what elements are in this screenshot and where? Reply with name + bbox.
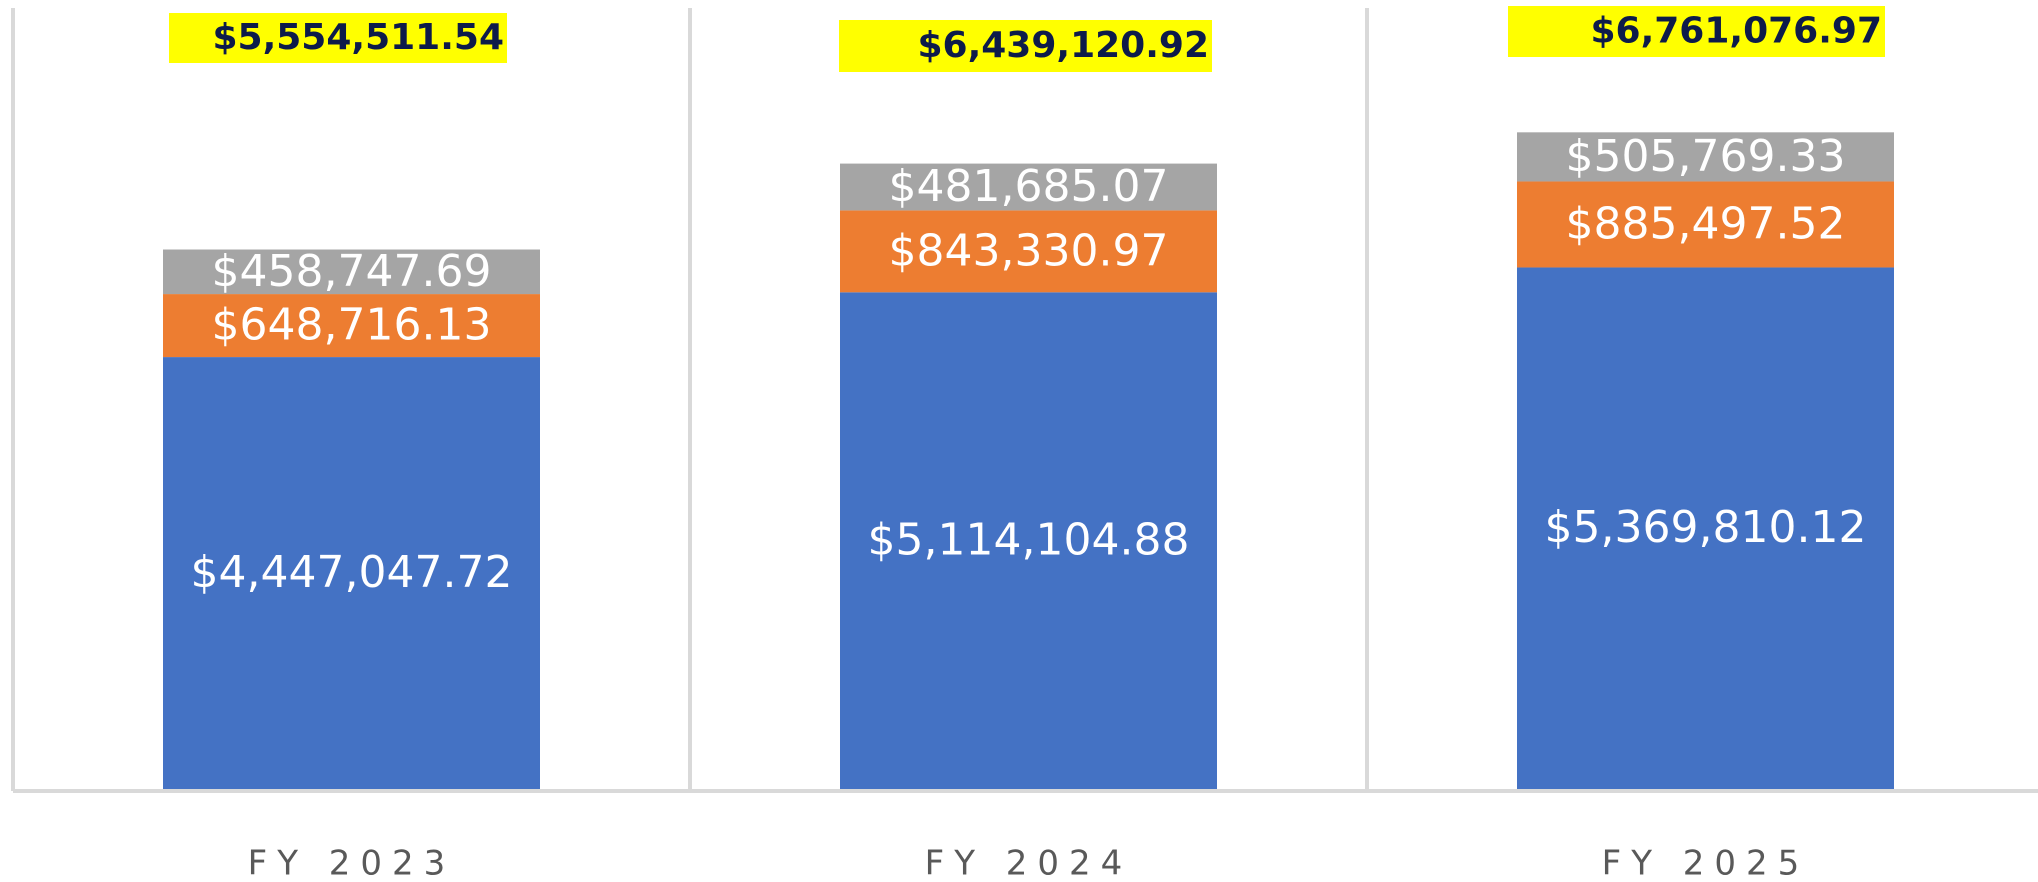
total-label: $6,439,120.92 [917,25,1209,66]
total-label: $5,554,511.54 [212,17,504,58]
data-label: $5,114,104.88 [868,515,1190,566]
category-label: FY 2025 [1602,844,1810,882]
category-label: FY 2024 [925,844,1133,882]
data-label: $4,447,047.72 [191,547,513,598]
bar-segment [163,294,540,358]
total-label: $6,761,076.97 [1590,11,1882,52]
data-label: $885,497.52 [1566,198,1846,249]
bar-segment [1517,132,1894,182]
data-label: $481,685.07 [889,161,1169,212]
bar-segment [163,357,540,789]
data-label: $648,716.13 [212,300,492,351]
data-label: $505,769.33 [1566,131,1846,182]
bar-segment [1517,267,1894,790]
bar-segment [1517,181,1894,268]
total-highlight [169,13,507,63]
total-highlight [1508,6,1885,57]
data-label: $458,747.69 [212,246,492,297]
total-highlight [839,20,1212,72]
data-label: $5,369,810.12 [1545,502,1867,553]
bar-segment [840,163,1217,211]
bar-segment [840,292,1217,789]
category-label: FY 2023 [248,844,456,882]
data-label: $843,330.97 [889,225,1169,276]
bar-segment [163,249,540,295]
bar-segment [840,210,1217,293]
